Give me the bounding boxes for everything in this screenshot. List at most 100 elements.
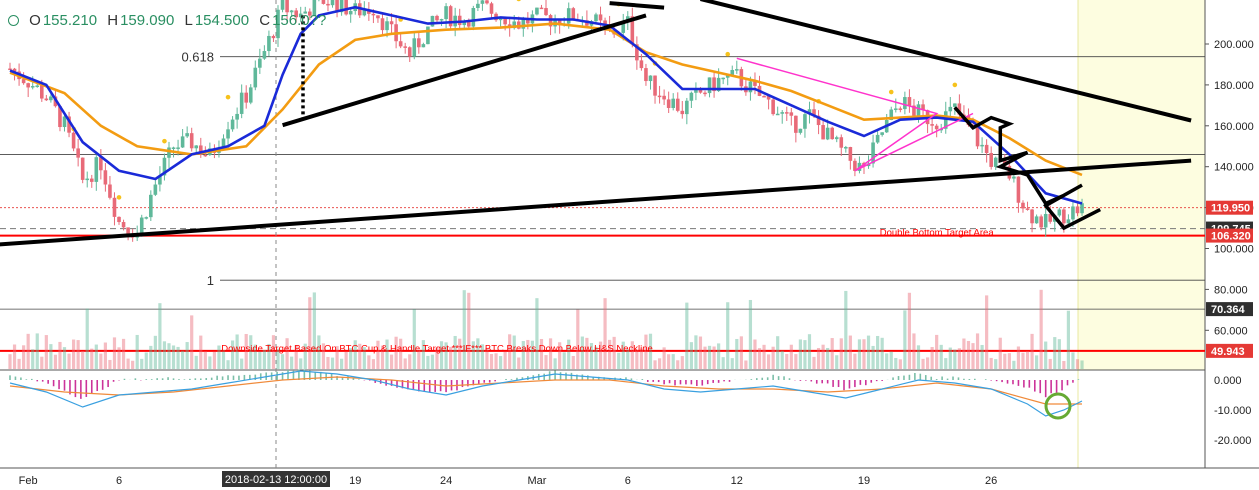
volume-bar (1080, 360, 1084, 369)
candle-body (362, 10, 367, 16)
volume-bar (453, 335, 457, 369)
volume-bar (848, 335, 852, 369)
candle-body (339, 0, 344, 13)
volume-bar (40, 356, 44, 369)
price-tick-label: 140.000 (1214, 162, 1254, 174)
volume-bar (367, 355, 371, 369)
candle-body (398, 41, 403, 47)
volume-bar (598, 341, 603, 369)
candle-body (335, 0, 339, 13)
candle-body (380, 18, 385, 31)
volume-bar (562, 352, 566, 369)
candle-body (439, 19, 444, 21)
candle-body (117, 216, 121, 223)
volume-bar (426, 355, 430, 369)
volume-bar (108, 359, 112, 369)
volume-bar (1053, 337, 1057, 369)
candle-body (653, 75, 657, 96)
price-tick-label: 80.000 (1214, 284, 1248, 296)
volume-bar (217, 345, 221, 369)
candle-body (1030, 209, 1034, 224)
time-tick-label: 6 (116, 475, 122, 487)
volume-bar (498, 356, 503, 369)
high-value: 159.090 (120, 12, 175, 29)
volume-bar (757, 348, 762, 369)
volume-bar (489, 353, 494, 369)
candle-body (930, 124, 934, 126)
volume-bar (916, 345, 921, 369)
pattern-path (953, 106, 1101, 231)
candle-body (289, 10, 294, 13)
volume-bar (471, 341, 475, 369)
volume-bar (158, 303, 162, 369)
candle-body (848, 147, 853, 161)
candle-body (103, 170, 108, 185)
volume-bar (230, 340, 235, 369)
candle-body (957, 103, 962, 115)
volume-bar (798, 339, 802, 369)
time-tick-label: 24 (440, 475, 452, 487)
volume-bar (921, 358, 925, 369)
volume-bar (603, 298, 607, 369)
candle-body (121, 222, 126, 228)
candle-body (35, 85, 40, 87)
candle-body (766, 95, 771, 100)
macd-line (9, 370, 1083, 417)
candle-body (598, 14, 603, 21)
candle-body (485, 0, 489, 4)
volume-bar (208, 356, 212, 369)
candle-body (1034, 216, 1039, 224)
candle-body (126, 227, 130, 234)
candle-body (389, 21, 394, 25)
magenta-triangle (736, 57, 974, 172)
volume-bar (885, 353, 889, 369)
candle-body (239, 92, 244, 114)
candle-body (707, 77, 712, 94)
candle-body (149, 194, 153, 218)
volume-bar (1044, 341, 1048, 369)
volume-bar (385, 339, 389, 369)
candle-body (226, 129, 230, 139)
candle-body (557, 20, 562, 26)
candle-body (1062, 209, 1066, 224)
volume-bar (585, 337, 589, 369)
volume-bar (135, 334, 139, 369)
future-zone-price (1078, 0, 1205, 370)
candle-body (635, 44, 639, 61)
candle-body (1016, 176, 1021, 203)
volume-bar (753, 339, 757, 369)
volume-bar (467, 292, 471, 369)
candle-body (594, 14, 598, 22)
volume-bar (317, 335, 321, 369)
time-axis: Feb 6 19 24 Mar 6 12 19 26 2018-02-13 12:00:00 (19, 471, 997, 487)
volume-bar (521, 341, 525, 369)
candle-body (1080, 203, 1084, 214)
candle-body (903, 97, 907, 110)
candle-body (893, 108, 898, 110)
candle-body (371, 13, 376, 16)
candle-body (417, 38, 421, 48)
price-tick-label: 60.000 (1214, 325, 1248, 337)
volume-bar (935, 334, 939, 369)
volume-bar (512, 335, 516, 369)
volume-bar (503, 351, 507, 369)
candle-body (444, 6, 448, 20)
volume-bar (1007, 353, 1011, 369)
candle-body (948, 106, 953, 112)
candle-body (907, 97, 912, 106)
candle-body (821, 125, 825, 140)
volume-bar (508, 334, 512, 369)
volume-bar (67, 353, 71, 369)
candle-body (898, 108, 903, 110)
volume-bar (939, 344, 943, 369)
volume-bar (721, 357, 725, 369)
grid (0, 0, 1259, 469)
volume-bar (439, 341, 444, 369)
candle-body (716, 77, 721, 92)
volume-bar (112, 337, 117, 369)
symbol-status-icon (8, 15, 19, 26)
volume-bar (203, 351, 207, 369)
volume-bar (326, 356, 330, 369)
crosshair-time-bg (222, 471, 330, 487)
